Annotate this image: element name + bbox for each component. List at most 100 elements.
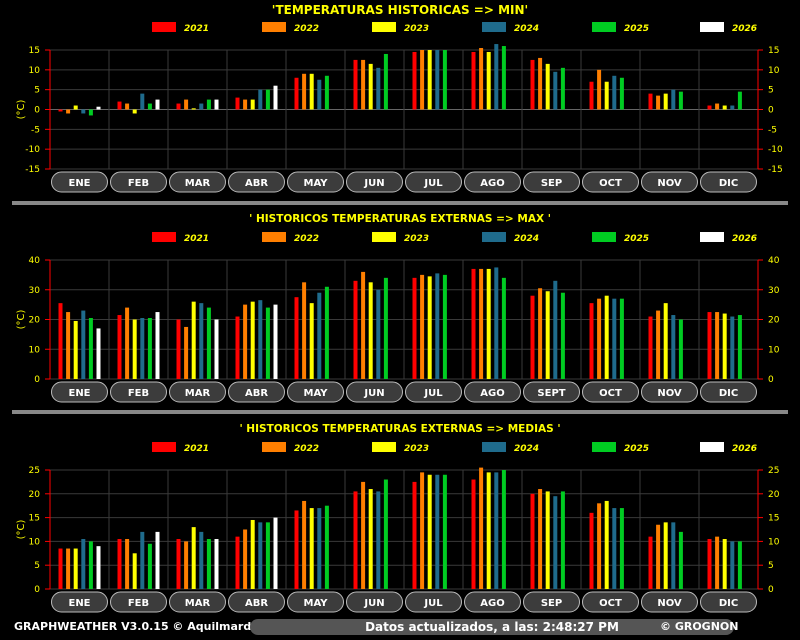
month-pill	[51, 591, 108, 613]
y-tick-right: 40	[768, 256, 780, 266]
bar-sept-2021	[530, 295, 535, 379]
bar-ene-2026	[96, 106, 101, 110]
bar-jun-2025	[383, 53, 388, 110]
bar-sep-2024	[553, 71, 558, 110]
bar-sep-2022	[538, 57, 543, 110]
chart-title: ' HISTORICOS TEMPERATURAS EXTERNAS => MA…	[249, 213, 551, 225]
bar-ene-2025	[88, 318, 93, 379]
bar-feb-2024	[140, 93, 145, 110]
bar-abr-2021	[235, 316, 240, 379]
y-tick-right: 20	[768, 316, 780, 326]
y-tick-left: 5	[34, 561, 40, 571]
y-tick-right: 0	[768, 106, 774, 116]
legend-swatch-2024	[482, 442, 506, 452]
y-tick-left: 10	[29, 66, 41, 76]
bar-dic-2023	[722, 105, 727, 110]
legend-label-2023: 2023	[404, 24, 429, 34]
x-tick-label: OCT	[599, 598, 622, 609]
month-pill	[582, 591, 639, 613]
bar-sep-2021	[530, 493, 535, 589]
bar-dic-2021	[707, 105, 712, 110]
bar-feb-2024	[140, 531, 145, 589]
y-tick-left: 10	[29, 345, 41, 355]
bar-nov-2025	[678, 91, 683, 110]
month-pill	[287, 591, 344, 613]
bar-ago-2021	[471, 51, 476, 110]
bar-ene-2021	[58, 548, 63, 589]
bar-feb-2022	[125, 103, 130, 110]
x-tick-label: JUN	[363, 598, 384, 609]
x-tick-label: JUL	[423, 388, 443, 399]
bar-mar-2025	[206, 307, 211, 379]
bar-nov-2025	[678, 319, 683, 379]
y-tick-right: 10	[768, 66, 780, 76]
bar-nov-2023	[663, 303, 668, 379]
legend-swatch-2024	[482, 22, 506, 32]
bar-jun-2024	[376, 67, 381, 110]
month-pill	[169, 171, 226, 193]
legend-label-2021: 2021	[184, 24, 209, 34]
bar-nov-2022	[656, 524, 661, 589]
legend-label-2021: 2021	[184, 444, 209, 454]
x-tick-label: JUL	[423, 178, 443, 189]
bar-jul-2024	[435, 273, 440, 379]
bar-dic-2025	[737, 541, 742, 589]
x-tick-label: DIC	[719, 388, 738, 399]
bar-mar-2026	[214, 99, 219, 110]
bar-sept-2025	[560, 292, 565, 379]
bar-jun-2021	[353, 280, 358, 379]
bar-jun-2023	[368, 282, 373, 379]
y-tick-right: 25	[768, 466, 779, 476]
bar-jun-2022	[361, 271, 366, 379]
chart-panel-3: ' HISTORICOS TEMPERATURAS EXTERNAS => ME…	[16, 423, 780, 613]
month-pill	[523, 381, 580, 403]
bar-jul-2022	[420, 274, 425, 379]
bar-abr-2021	[235, 97, 240, 110]
footer-credit: GRAPHWEATHER V3.0.15 © Aquilmard	[14, 620, 252, 633]
footer-copyright: © GROGNON	[660, 620, 739, 633]
bar-jul-2023	[427, 474, 432, 589]
legend-label-2026: 2026	[732, 444, 757, 454]
bar-may-2023	[309, 508, 314, 589]
x-tick-label: FEB	[128, 178, 149, 189]
bar-feb-2022	[125, 307, 130, 379]
y-tick-right: 30	[768, 286, 780, 296]
bar-jun-2022	[361, 481, 366, 589]
bar-feb-2023	[132, 109, 137, 114]
month-pill	[523, 591, 580, 613]
bar-jul-2025	[442, 50, 447, 110]
legend-swatch-2022	[262, 232, 286, 242]
y-tick-left: 15	[29, 514, 40, 524]
bar-sept-2024	[553, 280, 558, 379]
bar-oct-2025	[619, 508, 624, 589]
bar-mar-2022	[184, 326, 189, 379]
month-pill	[169, 591, 226, 613]
legend-swatch-2024	[482, 232, 506, 242]
bar-jul-2025	[442, 274, 447, 379]
bar-ago-2021	[471, 268, 476, 379]
y-tick-left: 10	[29, 537, 41, 547]
bar-may-2021	[294, 510, 299, 589]
bar-abr-2023	[250, 99, 255, 110]
bar-dic-2023	[722, 539, 727, 589]
bar-dic-2022	[715, 312, 720, 379]
x-tick-label: ENE	[68, 178, 90, 189]
bar-oct-2022	[597, 503, 602, 589]
bar-oct-2024	[612, 75, 617, 110]
bar-abr-2023	[250, 301, 255, 379]
month-pill	[346, 171, 403, 193]
bar-jul-2022	[420, 472, 425, 589]
legend-label-2024: 2024	[514, 24, 539, 34]
bar-ene-2022	[66, 548, 71, 589]
bar-jul-2024	[435, 50, 440, 110]
bar-mar-2021	[176, 539, 181, 589]
bar-may-2024	[317, 79, 322, 110]
bar-abr-2026	[273, 517, 278, 589]
y-tick-right: 15	[768, 514, 779, 524]
x-tick-label: JUL	[423, 598, 443, 609]
legend-swatch-2022	[262, 22, 286, 32]
bar-ago-2025	[501, 277, 506, 379]
y-tick-left: -10	[25, 145, 40, 155]
x-tick-label: MAR	[185, 178, 211, 189]
month-pill	[582, 171, 639, 193]
